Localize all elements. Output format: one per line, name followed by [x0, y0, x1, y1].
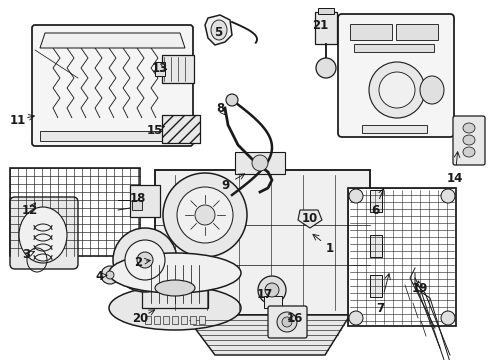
- Ellipse shape: [264, 283, 279, 297]
- Bar: [349, 24, 391, 40]
- Bar: [369, 190, 381, 212]
- Ellipse shape: [225, 94, 238, 106]
- Text: 1: 1: [325, 242, 333, 255]
- Ellipse shape: [440, 189, 454, 203]
- Bar: [163, 316, 169, 324]
- Ellipse shape: [462, 123, 474, 133]
- Ellipse shape: [137, 252, 153, 268]
- Bar: [155, 170, 369, 315]
- Bar: [155, 62, 164, 76]
- Bar: [369, 275, 381, 297]
- Bar: [347, 188, 455, 326]
- Text: 6: 6: [370, 203, 378, 216]
- Bar: [361, 125, 426, 133]
- Ellipse shape: [210, 20, 226, 40]
- Ellipse shape: [348, 311, 362, 325]
- Text: 17: 17: [256, 288, 273, 302]
- Text: 5: 5: [213, 26, 222, 39]
- Bar: [235, 152, 285, 174]
- Text: 21: 21: [311, 18, 327, 32]
- Bar: [199, 316, 204, 324]
- Bar: [314, 12, 336, 44]
- Text: 10: 10: [301, 212, 318, 225]
- Bar: [145, 316, 151, 324]
- FancyBboxPatch shape: [10, 197, 78, 269]
- Ellipse shape: [315, 58, 335, 78]
- Ellipse shape: [368, 62, 424, 118]
- Text: 19: 19: [411, 282, 427, 294]
- Ellipse shape: [258, 276, 285, 304]
- Ellipse shape: [106, 271, 114, 279]
- Text: 8: 8: [215, 102, 224, 114]
- Bar: [132, 200, 142, 210]
- Text: 4: 4: [96, 270, 104, 283]
- Text: 3: 3: [22, 248, 30, 261]
- Text: 2: 2: [134, 256, 142, 269]
- Ellipse shape: [462, 135, 474, 145]
- Text: 16: 16: [286, 311, 303, 324]
- Polygon shape: [204, 15, 231, 45]
- FancyBboxPatch shape: [267, 306, 306, 338]
- Ellipse shape: [125, 240, 164, 280]
- Ellipse shape: [282, 317, 291, 327]
- Ellipse shape: [251, 155, 267, 171]
- Ellipse shape: [109, 286, 241, 330]
- Bar: [181, 316, 186, 324]
- FancyBboxPatch shape: [452, 116, 484, 165]
- Ellipse shape: [113, 228, 177, 292]
- Polygon shape: [297, 210, 321, 228]
- Bar: [353, 44, 433, 52]
- Bar: [395, 24, 437, 40]
- Ellipse shape: [163, 173, 246, 257]
- Text: 20: 20: [132, 311, 148, 324]
- Bar: [162, 115, 200, 143]
- Polygon shape: [184, 315, 349, 355]
- Bar: [162, 115, 200, 143]
- Ellipse shape: [462, 147, 474, 157]
- Text: 12: 12: [22, 203, 38, 216]
- Text: 11: 11: [10, 113, 26, 126]
- Ellipse shape: [378, 72, 414, 108]
- Bar: [130, 185, 160, 217]
- Bar: [10, 168, 140, 256]
- Ellipse shape: [155, 280, 195, 296]
- Ellipse shape: [19, 207, 67, 263]
- FancyBboxPatch shape: [32, 25, 193, 146]
- Bar: [142, 273, 207, 308]
- Ellipse shape: [101, 266, 119, 284]
- Ellipse shape: [419, 76, 443, 104]
- Text: 18: 18: [129, 192, 146, 204]
- Ellipse shape: [276, 312, 296, 332]
- FancyBboxPatch shape: [337, 14, 453, 137]
- Bar: [162, 55, 194, 83]
- Text: 13: 13: [152, 62, 168, 75]
- Bar: [264, 296, 282, 308]
- Text: 14: 14: [446, 171, 462, 185]
- Bar: [40, 131, 184, 141]
- Ellipse shape: [440, 311, 454, 325]
- Ellipse shape: [109, 253, 241, 293]
- Ellipse shape: [177, 187, 232, 243]
- Text: 9: 9: [221, 179, 229, 192]
- Ellipse shape: [195, 205, 215, 225]
- Bar: [369, 235, 381, 257]
- Bar: [317, 8, 333, 14]
- Ellipse shape: [348, 189, 362, 203]
- Bar: [172, 316, 178, 324]
- Bar: [154, 316, 160, 324]
- Text: 7: 7: [375, 302, 383, 315]
- Text: 15: 15: [146, 123, 163, 136]
- Bar: [190, 316, 196, 324]
- Polygon shape: [40, 33, 184, 48]
